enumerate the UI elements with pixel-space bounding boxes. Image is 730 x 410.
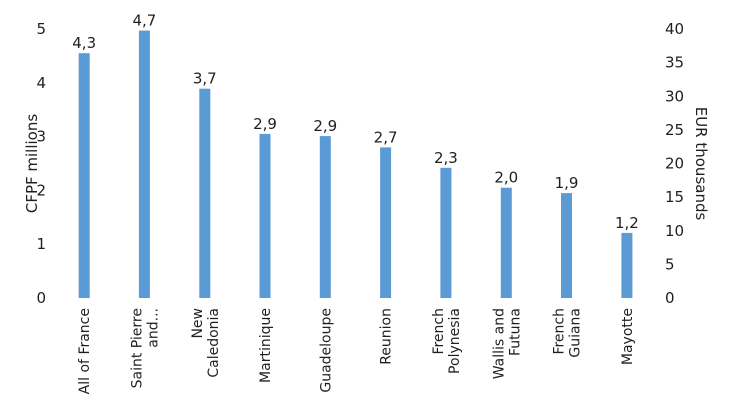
- category-label-line: French: [431, 308, 447, 355]
- category-label-line: Caledonia: [206, 308, 222, 378]
- y-axis-title: CFPF millions: [23, 114, 41, 214]
- category-label-line: Guadeloupe: [318, 308, 334, 393]
- y2-tick-label: 35: [665, 54, 684, 72]
- bar: [440, 167, 452, 298]
- y2-tick-label: 10: [665, 222, 684, 240]
- y-tick-label: 5: [36, 20, 46, 38]
- bars-group: [78, 30, 633, 299]
- category-label-line: French: [552, 308, 568, 355]
- category-label-line: All of France: [77, 308, 93, 394]
- category-label-line: and...: [145, 308, 161, 348]
- y-tick-label: 1: [36, 235, 46, 253]
- category-label: Guadeloupe: [318, 308, 334, 393]
- category-label: Reunion: [379, 308, 395, 365]
- data-label: 1,2: [615, 214, 639, 232]
- bar: [259, 133, 271, 298]
- data-label: 2,0: [494, 169, 518, 187]
- bar: [561, 193, 572, 298]
- bar: [78, 53, 90, 299]
- category-label: Mayotte: [620, 308, 636, 365]
- category-label: Martinique: [258, 308, 274, 383]
- y2-tick-label: 15: [665, 188, 684, 206]
- category-label-line: New: [190, 308, 206, 339]
- data-label: 2,7: [374, 128, 398, 146]
- y-tick-label: 0: [36, 289, 46, 307]
- category-label-line: Guiana: [568, 308, 584, 358]
- y-tick-label: 4: [36, 74, 46, 92]
- bar: [199, 88, 211, 298]
- y2-tick-label: 30: [665, 87, 684, 105]
- right-axis-ticks: 0 5 10 15 20 25 30 35 40: [665, 20, 684, 307]
- y2-tick-label: 5: [665, 255, 675, 273]
- data-labels-group: 4,3 4,7 3,7 2,9 2,9 2,7 2,3 2,0 1,9 1,2: [72, 12, 639, 232]
- data-label: 2,3: [434, 149, 458, 167]
- y2-tick-label: 0: [665, 289, 675, 307]
- data-label: 1,9: [555, 174, 579, 192]
- bar: [380, 147, 392, 298]
- bar: [500, 187, 512, 298]
- data-label: 4,7: [132, 12, 156, 30]
- category-label-line: Reunion: [379, 308, 395, 365]
- y2-tick-label: 40: [665, 20, 684, 38]
- category-labels: All of France Saint Pierre and... New Caledo…: [77, 308, 636, 394]
- y2-tick-label: 20: [665, 155, 684, 173]
- bar: [319, 136, 331, 298]
- category-label-line: Martinique: [258, 308, 274, 383]
- y2-tick-label: 25: [665, 121, 684, 139]
- category-label: French Guiana: [552, 308, 584, 358]
- y-tick-label: 3: [36, 128, 46, 146]
- bar: [138, 30, 150, 298]
- category-label: All of France: [77, 308, 93, 394]
- category-label: Saint Pierre and...: [129, 308, 161, 388]
- y2-axis-title: EUR thousands: [692, 107, 710, 221]
- data-label: 2,9: [313, 117, 337, 135]
- category-label-line: Polynesia: [447, 308, 463, 374]
- left-axis-ticks: 0 1 2 3 4 5: [36, 20, 46, 307]
- category-label-line: Saint Pierre: [129, 308, 145, 388]
- data-label: 3,7: [193, 70, 217, 88]
- category-label-line: Futuna: [507, 308, 523, 356]
- bar: [621, 232, 633, 298]
- category-label-line: Mayotte: [620, 308, 636, 365]
- category-label: Wallis and Futuna: [491, 308, 523, 379]
- y-tick-label: 2: [36, 181, 46, 199]
- data-label: 4,3: [72, 34, 96, 52]
- category-label: New Caledonia: [190, 308, 222, 378]
- category-label-line: Wallis and: [491, 308, 507, 379]
- category-label: French Polynesia: [431, 308, 463, 374]
- data-label: 2,9: [253, 115, 277, 133]
